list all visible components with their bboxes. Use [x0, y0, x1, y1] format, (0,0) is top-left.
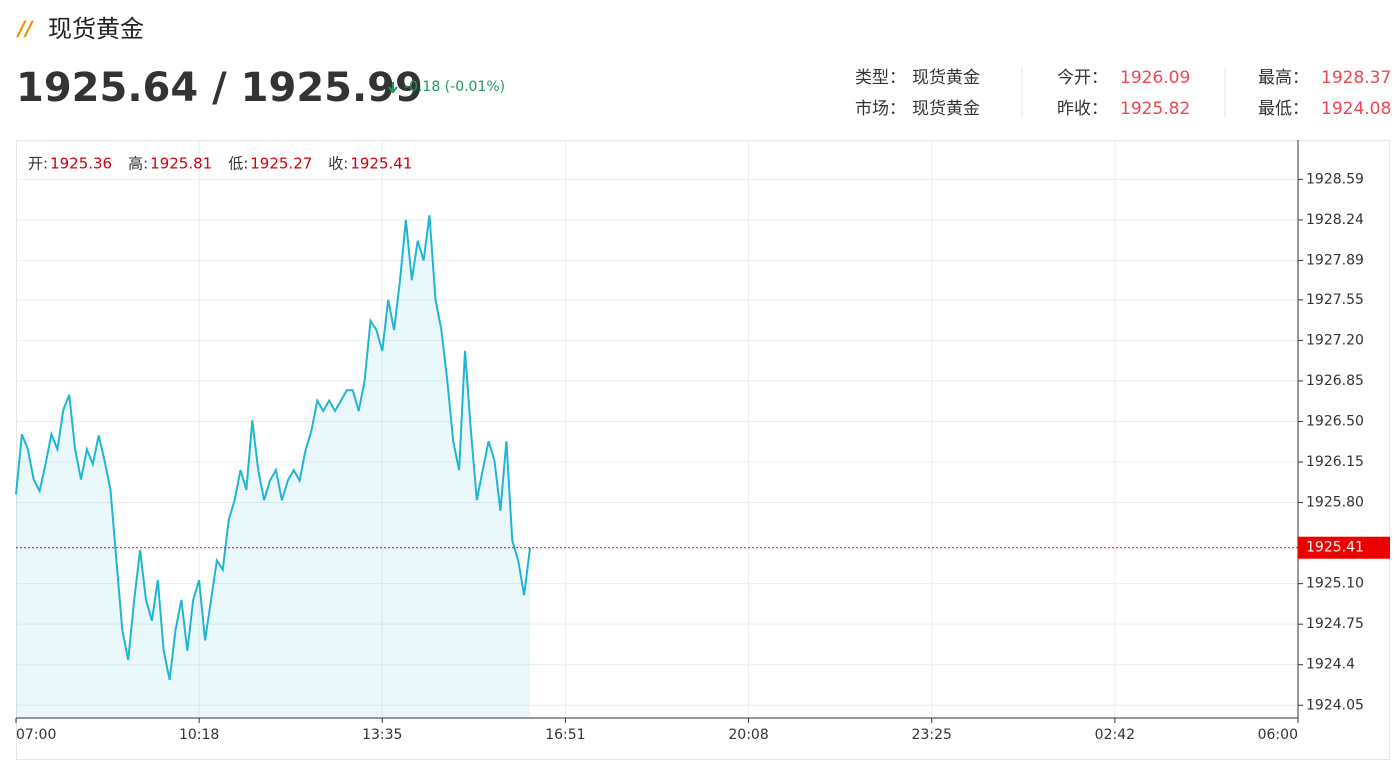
info-value: 1928.37 [1321, 68, 1391, 88]
info-label: 最高： [1258, 68, 1309, 88]
ohlc-label: 开: [28, 155, 48, 173]
chart-frame [16, 140, 1390, 760]
info-label: 市场： [855, 99, 906, 119]
x-tick-label: 16:51 [545, 727, 585, 743]
y-tick-label: 1925.80 [1306, 495, 1364, 511]
x-tick-label: 20:08 [728, 727, 768, 743]
info-label: 今开： [1057, 68, 1108, 88]
y-tick-label: 1928.24 [1306, 212, 1364, 228]
info-label: 昨收： [1057, 99, 1108, 119]
x-tick-label: 23:25 [912, 727, 952, 743]
x-tick-label: 06:00 [1258, 727, 1298, 743]
info-value: 现货黄金 [912, 99, 980, 119]
info-value: 1926.09 [1120, 68, 1190, 88]
x-tick-label: 02:42 [1095, 727, 1135, 743]
x-tick-label: 07:00 [16, 727, 56, 743]
price-change: -0.18 (-0.01%) [404, 79, 505, 95]
y-tick-label: 1924.4 [1306, 657, 1355, 673]
info-value: 1924.08 [1321, 99, 1391, 119]
ohlc-label: 收: [328, 155, 348, 173]
y-tick-label: 1924.05 [1306, 697, 1364, 713]
info-label: 类型： [855, 68, 906, 88]
info-value: 现货黄金 [912, 68, 980, 88]
y-tick-label: 1927.20 [1306, 332, 1364, 348]
x-tick-label: 13:35 [362, 727, 402, 743]
y-tick-label: 1926.15 [1306, 454, 1364, 470]
y-tick-label: 1926.85 [1306, 373, 1364, 389]
last-price-label: 1925.41 [1306, 540, 1364, 556]
y-tick-label: 1926.50 [1306, 413, 1364, 429]
y-tick-label: 1927.89 [1306, 252, 1364, 268]
ohlc-value: 1925.81 [150, 155, 212, 173]
title-icon: // [16, 17, 34, 41]
ohlc-value: 1925.41 [350, 155, 412, 173]
ohlc-label: 低: [228, 155, 248, 173]
ohlc-value: 1925.36 [50, 155, 112, 173]
page-title: 现货黄金 [48, 15, 144, 43]
info-value: 1925.82 [1120, 99, 1190, 119]
price: 1925.64 / 1925.99 [16, 65, 423, 111]
ohlc-label: 高: [128, 155, 148, 173]
y-tick-label: 1925.10 [1306, 576, 1364, 592]
line [15, 215, 531, 680]
y-tick-label: 1928.59 [1306, 171, 1364, 187]
down-arrow [388, 82, 398, 94]
last-price-tag [1298, 536, 1390, 559]
info-label: 最低： [1258, 99, 1309, 119]
ohlc-value: 1925.27 [250, 155, 312, 173]
x-tick-label: 10:18 [179, 727, 219, 743]
y-tick-label: 1927.55 [1306, 292, 1364, 308]
y-tick-label: 1924.75 [1306, 616, 1364, 632]
